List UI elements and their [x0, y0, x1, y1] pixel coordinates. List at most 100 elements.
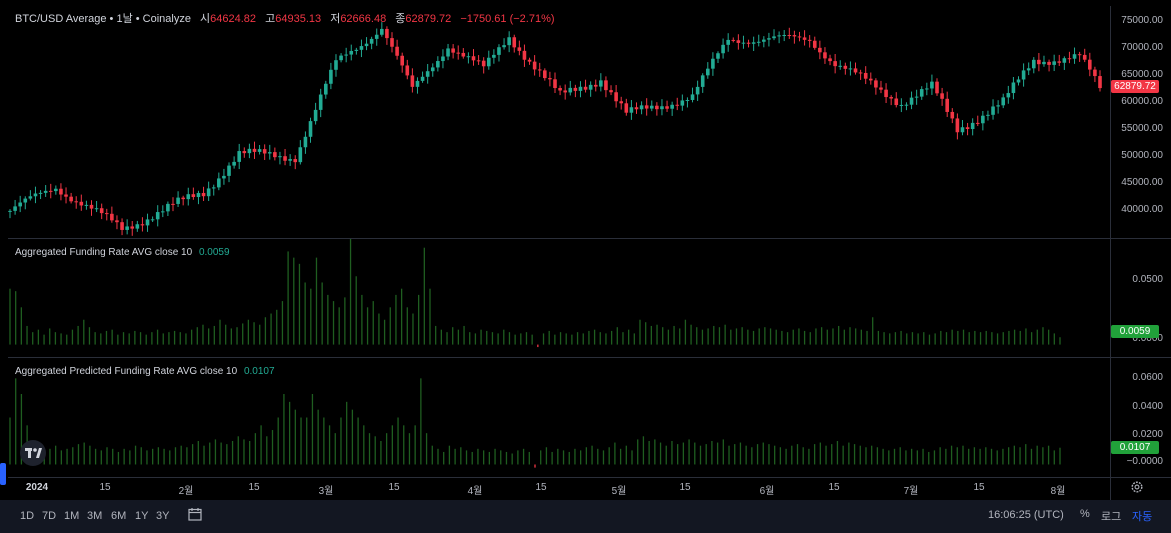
candle-body: [823, 52, 827, 59]
candle-body: [323, 83, 328, 95]
candle-body: [1047, 61, 1051, 65]
range-button-1m[interactable]: 1M: [64, 510, 80, 522]
candle-body: [150, 219, 155, 221]
scroll-handle[interactable]: [0, 463, 6, 485]
time-label: 15: [828, 482, 840, 493]
symbol-title[interactable]: BTC/USD Average • 1날 • Coinalyze: [15, 13, 191, 25]
candle-body: [599, 80, 603, 87]
candle-body: [84, 204, 89, 206]
candle-body: [242, 151, 247, 154]
funding-rate-pane[interactable]: [8, 239, 1110, 357]
candle-body: [700, 75, 705, 87]
high-value: 64935.13: [275, 13, 322, 25]
candle-body: [981, 115, 985, 124]
candle-body: [991, 106, 995, 115]
candle-body: [731, 39, 736, 41]
candle-body: [619, 101, 624, 104]
change-value: −1750.61 (−2.71%): [460, 13, 555, 25]
candle-body: [955, 118, 960, 133]
funding-tick: 0.0000: [1132, 333, 1163, 344]
candle-body: [8, 210, 12, 212]
candle-body: [18, 202, 22, 207]
open-value: 64624.82: [210, 13, 257, 25]
candle-body: [492, 54, 496, 58]
candle-body: [262, 149, 267, 154]
candle-body: [308, 121, 313, 137]
utc-clock[interactable]: 16:06:25 (UTC): [988, 509, 1064, 521]
candle-body: [812, 40, 817, 48]
candle-body: [930, 81, 934, 89]
gear-icon[interactable]: [1130, 480, 1144, 494]
funding-value: 0.0059: [198, 247, 230, 258]
candle-body: [756, 41, 761, 43]
candle-body: [288, 159, 292, 161]
candle-body: [430, 67, 435, 72]
candle-body: [960, 127, 965, 133]
price-tick: 75000.00: [1121, 15, 1163, 26]
funding-title[interactable]: Aggregated Funding Rate AVG close 10: [15, 247, 193, 258]
candle-body: [904, 104, 909, 106]
candle-body: [252, 148, 257, 152]
candle-body: [665, 106, 669, 109]
candle-body: [395, 46, 399, 56]
tradingview-logo-icon[interactable]: [20, 440, 46, 466]
last-price-tag: 62879.72: [1111, 80, 1159, 93]
candle-body: [843, 65, 848, 69]
candle-body: [390, 38, 394, 47]
candle-body: [593, 84, 598, 87]
candle-body: [329, 69, 333, 84]
funding-axis[interactable]: 0.0500 0.0000: [1110, 239, 1171, 357]
candle-body: [38, 192, 43, 194]
pane-separator[interactable]: [8, 238, 1171, 239]
candle-body: [354, 49, 359, 51]
price-axis[interactable]: 75000.00 70000.00 65000.00 60000.00 5500…: [1110, 6, 1171, 238]
candle-body: [104, 213, 109, 215]
candle-body: [1021, 70, 1026, 80]
candle-body: [879, 87, 883, 90]
candle-body: [690, 94, 695, 100]
time-label: 4월: [467, 486, 483, 497]
candle-body: [1042, 61, 1046, 65]
candle-body: [359, 46, 364, 50]
predicted-axis[interactable]: 0.0600 0.0400 0.0200 −0.0000: [1110, 358, 1171, 477]
candle-body: [481, 60, 486, 67]
candle-body: [130, 226, 135, 229]
candle-body: [828, 58, 832, 62]
calendar-icon[interactable]: [187, 506, 203, 522]
candle-body: [1037, 59, 1041, 65]
range-button-6m[interactable]: 6M: [111, 510, 127, 522]
candle-body: [278, 156, 282, 158]
predicted-title[interactable]: Aggregated Predicted Funding Rate AVG cl…: [15, 366, 238, 377]
price-tick: 45000.00: [1121, 177, 1163, 188]
candle-body: [303, 136, 308, 148]
candle-body: [909, 97, 914, 105]
candle-body: [782, 34, 787, 36]
range-button-3y[interactable]: 3Y: [156, 510, 170, 522]
candle-body: [79, 201, 84, 206]
candle-body: [919, 89, 924, 97]
funding-tick: 0.0500: [1132, 274, 1163, 285]
candle-body: [54, 188, 58, 192]
candle-body: [940, 93, 944, 99]
candle-body: [986, 114, 990, 116]
pane-separator[interactable]: [8, 357, 1171, 358]
time-label: 3월: [318, 486, 334, 497]
candle-body: [13, 206, 17, 211]
candle-body: [64, 194, 68, 197]
auto-scale-toggle[interactable]: 자동: [1132, 511, 1153, 523]
candle-body: [339, 55, 343, 61]
range-button-1d[interactable]: 1D: [20, 510, 35, 522]
log-scale-toggle[interactable]: 로그: [1101, 511, 1122, 523]
percent-toggle[interactable]: %: [1080, 508, 1090, 520]
candle-body: [507, 37, 511, 46]
candle-body: [874, 80, 878, 88]
candle-body: [349, 50, 354, 55]
candle-body: [155, 212, 160, 220]
candle-body: [298, 147, 303, 163]
price-pane[interactable]: [8, 6, 1110, 238]
range-button-1y[interactable]: 1Y: [135, 510, 149, 522]
range-button-7d[interactable]: 7D: [42, 510, 57, 522]
candle-body: [741, 42, 746, 44]
range-button-3m[interactable]: 3M: [87, 510, 103, 522]
